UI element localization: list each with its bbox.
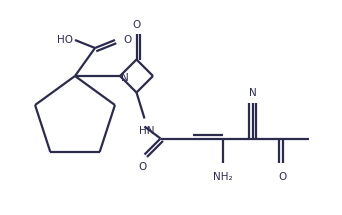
Text: O: O xyxy=(278,172,287,181)
Text: O: O xyxy=(123,35,131,45)
Text: O: O xyxy=(139,163,147,172)
Text: HO: HO xyxy=(57,35,73,45)
Text: O: O xyxy=(132,20,141,31)
Text: N: N xyxy=(121,73,129,83)
Text: NH₂: NH₂ xyxy=(213,172,232,181)
Text: HN: HN xyxy=(139,126,154,137)
Text: N: N xyxy=(249,89,256,98)
